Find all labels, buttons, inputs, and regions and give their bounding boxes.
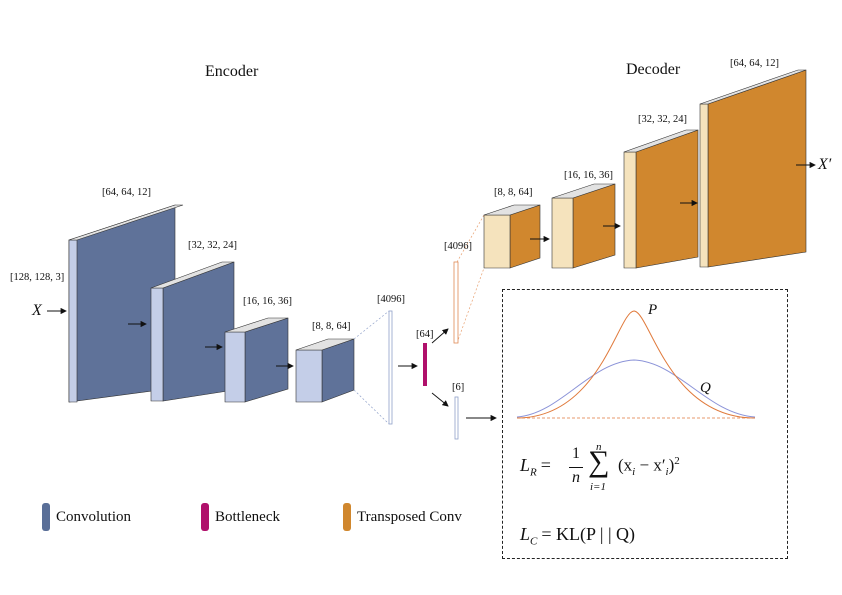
decoder-deconv-block-1 <box>483 204 541 269</box>
encoder-block-1-shape: [64, 64, 12] <box>102 187 151 198</box>
cluster-loss-subscript: C <box>530 535 538 548</box>
cluster-loss-rhs: = KL(P | | Q) <box>541 524 636 544</box>
decoder-block-3-shape: [32, 32, 24] <box>638 114 687 125</box>
encoder-block-2-shape: [32, 32, 24] <box>188 240 237 251</box>
recon-body-sub-1: i <box>632 466 636 479</box>
encoder-conv-block-2 <box>150 261 235 402</box>
decoder-flatten-layer <box>453 214 485 344</box>
q-label: Q <box>700 380 711 396</box>
distribution-plot <box>516 310 756 419</box>
distribution-p-curve <box>516 310 756 419</box>
cluster-loss-symbol: L <box>520 524 531 544</box>
encoder-conv-block-4 <box>295 338 355 403</box>
recon-body-minus: − x′ <box>635 455 666 475</box>
reconstruction-loss-formula: LR = 1 n n ∑ i=1 (xi − x′i)2 <box>520 441 680 493</box>
decoder-block-1-shape: [8, 8, 64] <box>494 187 533 198</box>
legend-swatch-transposed-conv <box>343 503 351 531</box>
p-label: P <box>648 302 658 318</box>
legend-label-bottleneck: Bottleneck <box>215 508 280 525</box>
fraction-numerator: 1 <box>572 445 580 462</box>
decoder-deconv-block-4 <box>699 69 807 268</box>
recon-loss-symbol: L <box>520 455 531 475</box>
recon-exponent: 2 <box>674 455 680 467</box>
output-symbol: X′ <box>818 156 832 173</box>
recon-body-start: (x <box>618 455 633 475</box>
encoder-conv-block-3 <box>224 317 289 403</box>
input-symbol: X <box>32 302 42 319</box>
legend-transposed-conv: Transposed Conv <box>343 503 462 531</box>
latent-layer <box>454 396 459 440</box>
loss-panel <box>502 289 788 559</box>
encoder-block-4-shape: [8, 8, 64] <box>312 321 351 332</box>
encoder-heading: Encoder <box>205 63 259 80</box>
decoder-heading: Decoder <box>626 61 681 78</box>
input-shape-label: [128, 128, 3] <box>10 272 65 283</box>
decoder-block-4-shape: [64, 64, 12] <box>730 58 779 69</box>
decoder-block-2-shape: [16, 16, 36] <box>564 170 613 181</box>
decoder-deconv-block-3 <box>623 129 699 269</box>
bottleneck-shape: [64] <box>416 329 434 340</box>
encoder-flatten-shape: [4096] <box>377 294 405 305</box>
encoder-conv-block-1 <box>68 204 184 403</box>
sum-upper-bound: n <box>596 441 602 453</box>
legend-swatch-convolution <box>42 503 50 531</box>
decoder-deconv-block-2 <box>551 183 616 269</box>
latent-shape: [6] <box>452 382 465 393</box>
recon-body-sub-2: i <box>665 466 669 479</box>
clustering-loss-formula: LC = KL(P | | Q) <box>520 524 635 548</box>
fraction-denominator: n <box>572 469 580 486</box>
legend-swatch-bottleneck <box>201 503 209 531</box>
decoder-flatten-shape: [4096] <box>444 241 472 252</box>
legend-label-transposed-conv: Transposed Conv <box>357 508 462 525</box>
fraction-bar <box>569 467 583 468</box>
legend-convolution: Convolution <box>42 503 131 531</box>
encoder-flatten-layer <box>353 310 393 425</box>
recon-body-close: ) <box>668 455 675 475</box>
legend-bottleneck: Bottleneck <box>201 503 280 531</box>
legend-label-convolution: Convolution <box>56 508 132 525</box>
recon-loss-subscript: R <box>530 466 537 479</box>
encoder-block-3-shape: [16, 16, 36] <box>243 296 292 307</box>
flow-arrows <box>47 161 816 422</box>
bottleneck-layer <box>423 343 427 386</box>
summation-sign: ∑ <box>588 445 610 478</box>
distribution-q-curve <box>516 359 756 418</box>
sum-lower-bound: i=1 <box>590 481 606 493</box>
